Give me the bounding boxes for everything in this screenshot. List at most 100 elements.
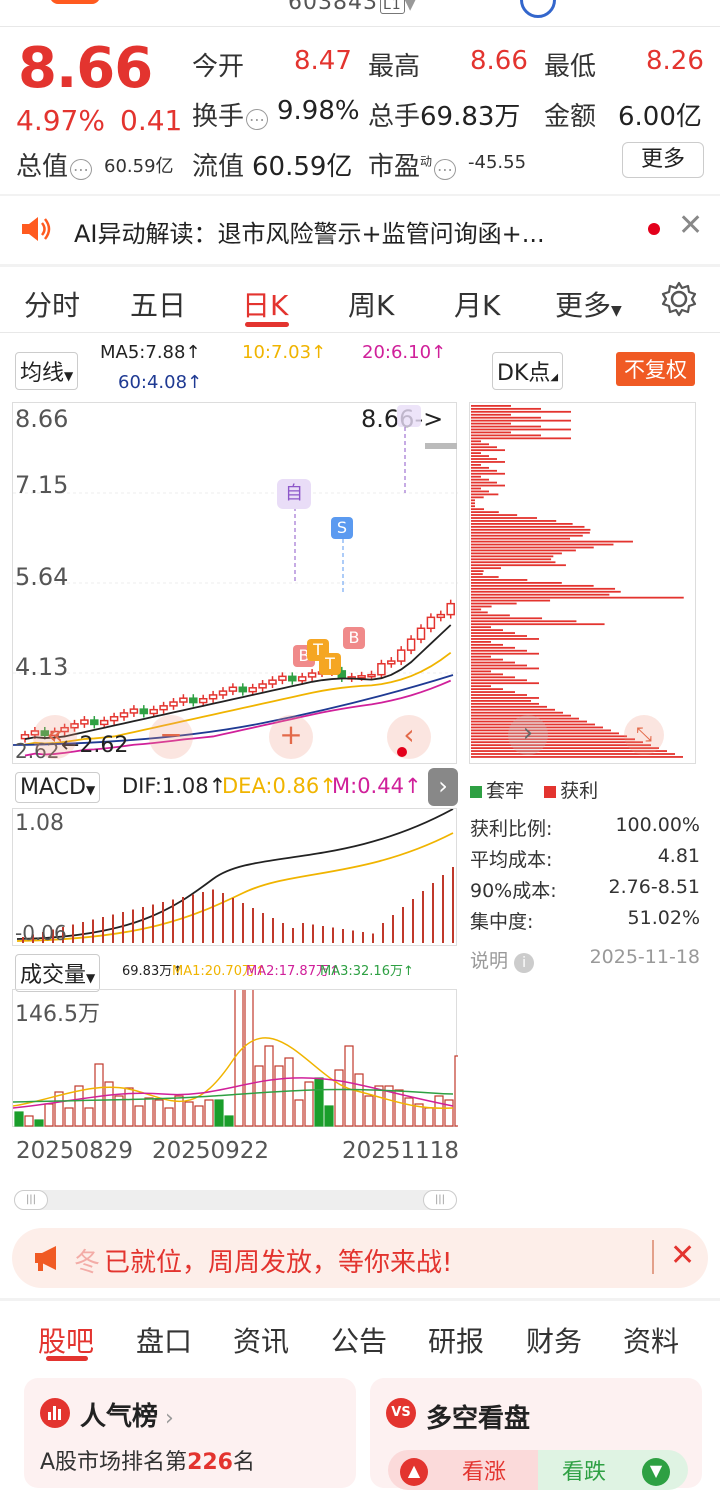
volume-bar [224,1115,234,1127]
volume-bar [84,1107,94,1127]
vol-ma1-line [13,1037,454,1110]
chip-date: 2025-11-18 [589,946,700,968]
marker-zi-small[interactable] [397,405,421,427]
prev-icon[interactable]: ‹ [387,715,431,759]
chip-bar [471,670,491,673]
kline-chart[interactable]: 8.66 7.15 5.64 4.13 2.62 8.66-> ←2.62 自 … [12,402,458,764]
chip-bar [471,446,497,449]
volume-bar [94,1063,104,1127]
chip-stats: 获利比例: 100.00% 平均成本: 4.81 90%成本: 2.76-8.51 集… [470,814,700,977]
promo-banner[interactable]: 冬 已就位，周周发放，等你来战! ✕ [12,1228,708,1288]
tab-caiwu[interactable]: 财务 [526,1325,583,1358]
chip-bar [471,729,611,732]
active-tab-underline [245,322,289,327]
range-slider[interactable]: ||| ||| [14,1190,457,1210]
dk-selector[interactable]: DK点◢ [492,352,564,390]
chip-bar [471,413,511,416]
tab-zixun[interactable]: 资讯 [233,1325,290,1358]
chip-bar [471,700,531,702]
chip-bar [471,611,488,614]
ma-selector[interactable]: 均线▼ [15,352,79,390]
more-button[interactable]: 更多 [622,142,704,178]
bull-bear-card[interactable]: VS 多空看盘 ▲ 看涨 看跌 ▼ [370,1378,702,1490]
candle-body [159,705,168,711]
chevron-right-icon[interactable]: › [508,715,548,755]
search-icon[interactable] [520,0,556,18]
stat-row: 90%成本: 2.76-8.51 [470,876,700,902]
chip-bar [471,711,563,714]
chip-bar [471,416,541,419]
chip-bar [471,437,571,440]
chip-bar [471,419,571,422]
macd-selector[interactable]: MACD▼ [15,772,101,803]
volume-selector[interactable]: 成交量▼ [15,954,101,992]
chip-bar [471,673,503,676]
volume-canvas [13,990,458,1127]
tab-zhouk[interactable]: 周K [348,289,395,322]
ai-alert-row[interactable]: AI异动解读：退市风险警示+监管问询函+... ✕ [0,196,720,262]
price-tick: 7.15 [15,471,69,499]
turnover-value: 9.98% [277,96,360,126]
chip-bar [471,528,591,531]
tab-yanbao[interactable]: 研报 [428,1325,485,1358]
chip-bar [471,688,503,690]
tab-yuek[interactable]: 月K [454,289,501,322]
expand-icon[interactable]: ⤡ [624,715,664,755]
chip-bar [471,422,511,425]
expand-panel-button[interactable]: › [428,768,458,806]
candle-body [99,719,109,726]
marker-s[interactable]: S [331,517,353,539]
vol-ma3: MA3:32.16万↑ [320,964,414,979]
zoom-left-icon[interactable]: « [33,715,77,759]
chip-bar [471,576,499,578]
chip-note-row[interactable]: 说明 i 2025-11-18 [470,946,700,977]
popularity-card[interactable]: 人气榜 › A股市场排名第226名 [24,1378,356,1488]
zoom-in-icon[interactable]: + [269,715,313,759]
chip-bar [471,410,571,413]
range-handle-left[interactable]: ||| [14,1190,48,1210]
vs-icon: VS [386,1398,416,1428]
volume-bar [384,1085,394,1127]
bear-button[interactable]: 看跌 ▼ [538,1450,688,1490]
tab-rik[interactable]: 日K [242,289,289,322]
zoom-out-icon[interactable]: − [149,715,193,759]
marker-zi[interactable]: 自 [277,479,311,509]
chip-bar [471,605,492,608]
chip-bar [471,632,515,634]
chip-bar [471,428,571,431]
fuquan-button[interactable]: 不复权 [616,352,695,386]
tab-ziliao[interactable]: 资料 [623,1325,680,1358]
info-icon[interactable]: ⋯ [70,159,93,180]
tab-guba[interactable]: 股吧 [38,1325,95,1358]
chip-bar [471,655,491,658]
bull-button[interactable]: ▲ 看涨 [388,1450,538,1490]
chip-bar [471,475,481,478]
chip-distribution-chart[interactable]: › ⤡ [469,402,696,764]
candle-body [426,616,436,630]
close-icon[interactable]: ✕ [670,1238,696,1273]
chip-bar [471,531,590,534]
volume-bar [234,990,244,1127]
chip-bar [471,525,585,528]
volume-bar [324,1105,334,1127]
tab-fenshi[interactable]: 分时 [24,289,81,322]
tab-more[interactable]: 更多▼ [555,289,622,322]
chip-bar [471,443,489,446]
tab-wuri[interactable]: 五日 [130,289,187,322]
chip-bar [471,720,587,723]
marker-b[interactable]: B [343,627,365,649]
range-handle-right[interactable]: ||| [423,1190,457,1210]
info-icon[interactable]: ⋯ [246,109,269,130]
close-icon[interactable]: ✕ [678,208,704,243]
macd-dea: DEA:0.86↑ [222,774,337,798]
info-icon[interactable]: ⋯ [434,159,457,180]
tab-gonggao[interactable]: 公告 [331,1325,388,1358]
tab-pankou[interactable]: 盘口 [136,1325,193,1358]
chip-bar [471,555,554,558]
chip-bar [471,469,497,472]
marker-t[interactable]: T [319,653,341,675]
price-tick: 2.62 [15,739,60,763]
macd-chart[interactable]: 1.08 -0.06 [12,808,457,946]
gear-icon[interactable] [660,280,698,318]
volume-chart[interactable]: 146.5万 [12,989,458,1127]
